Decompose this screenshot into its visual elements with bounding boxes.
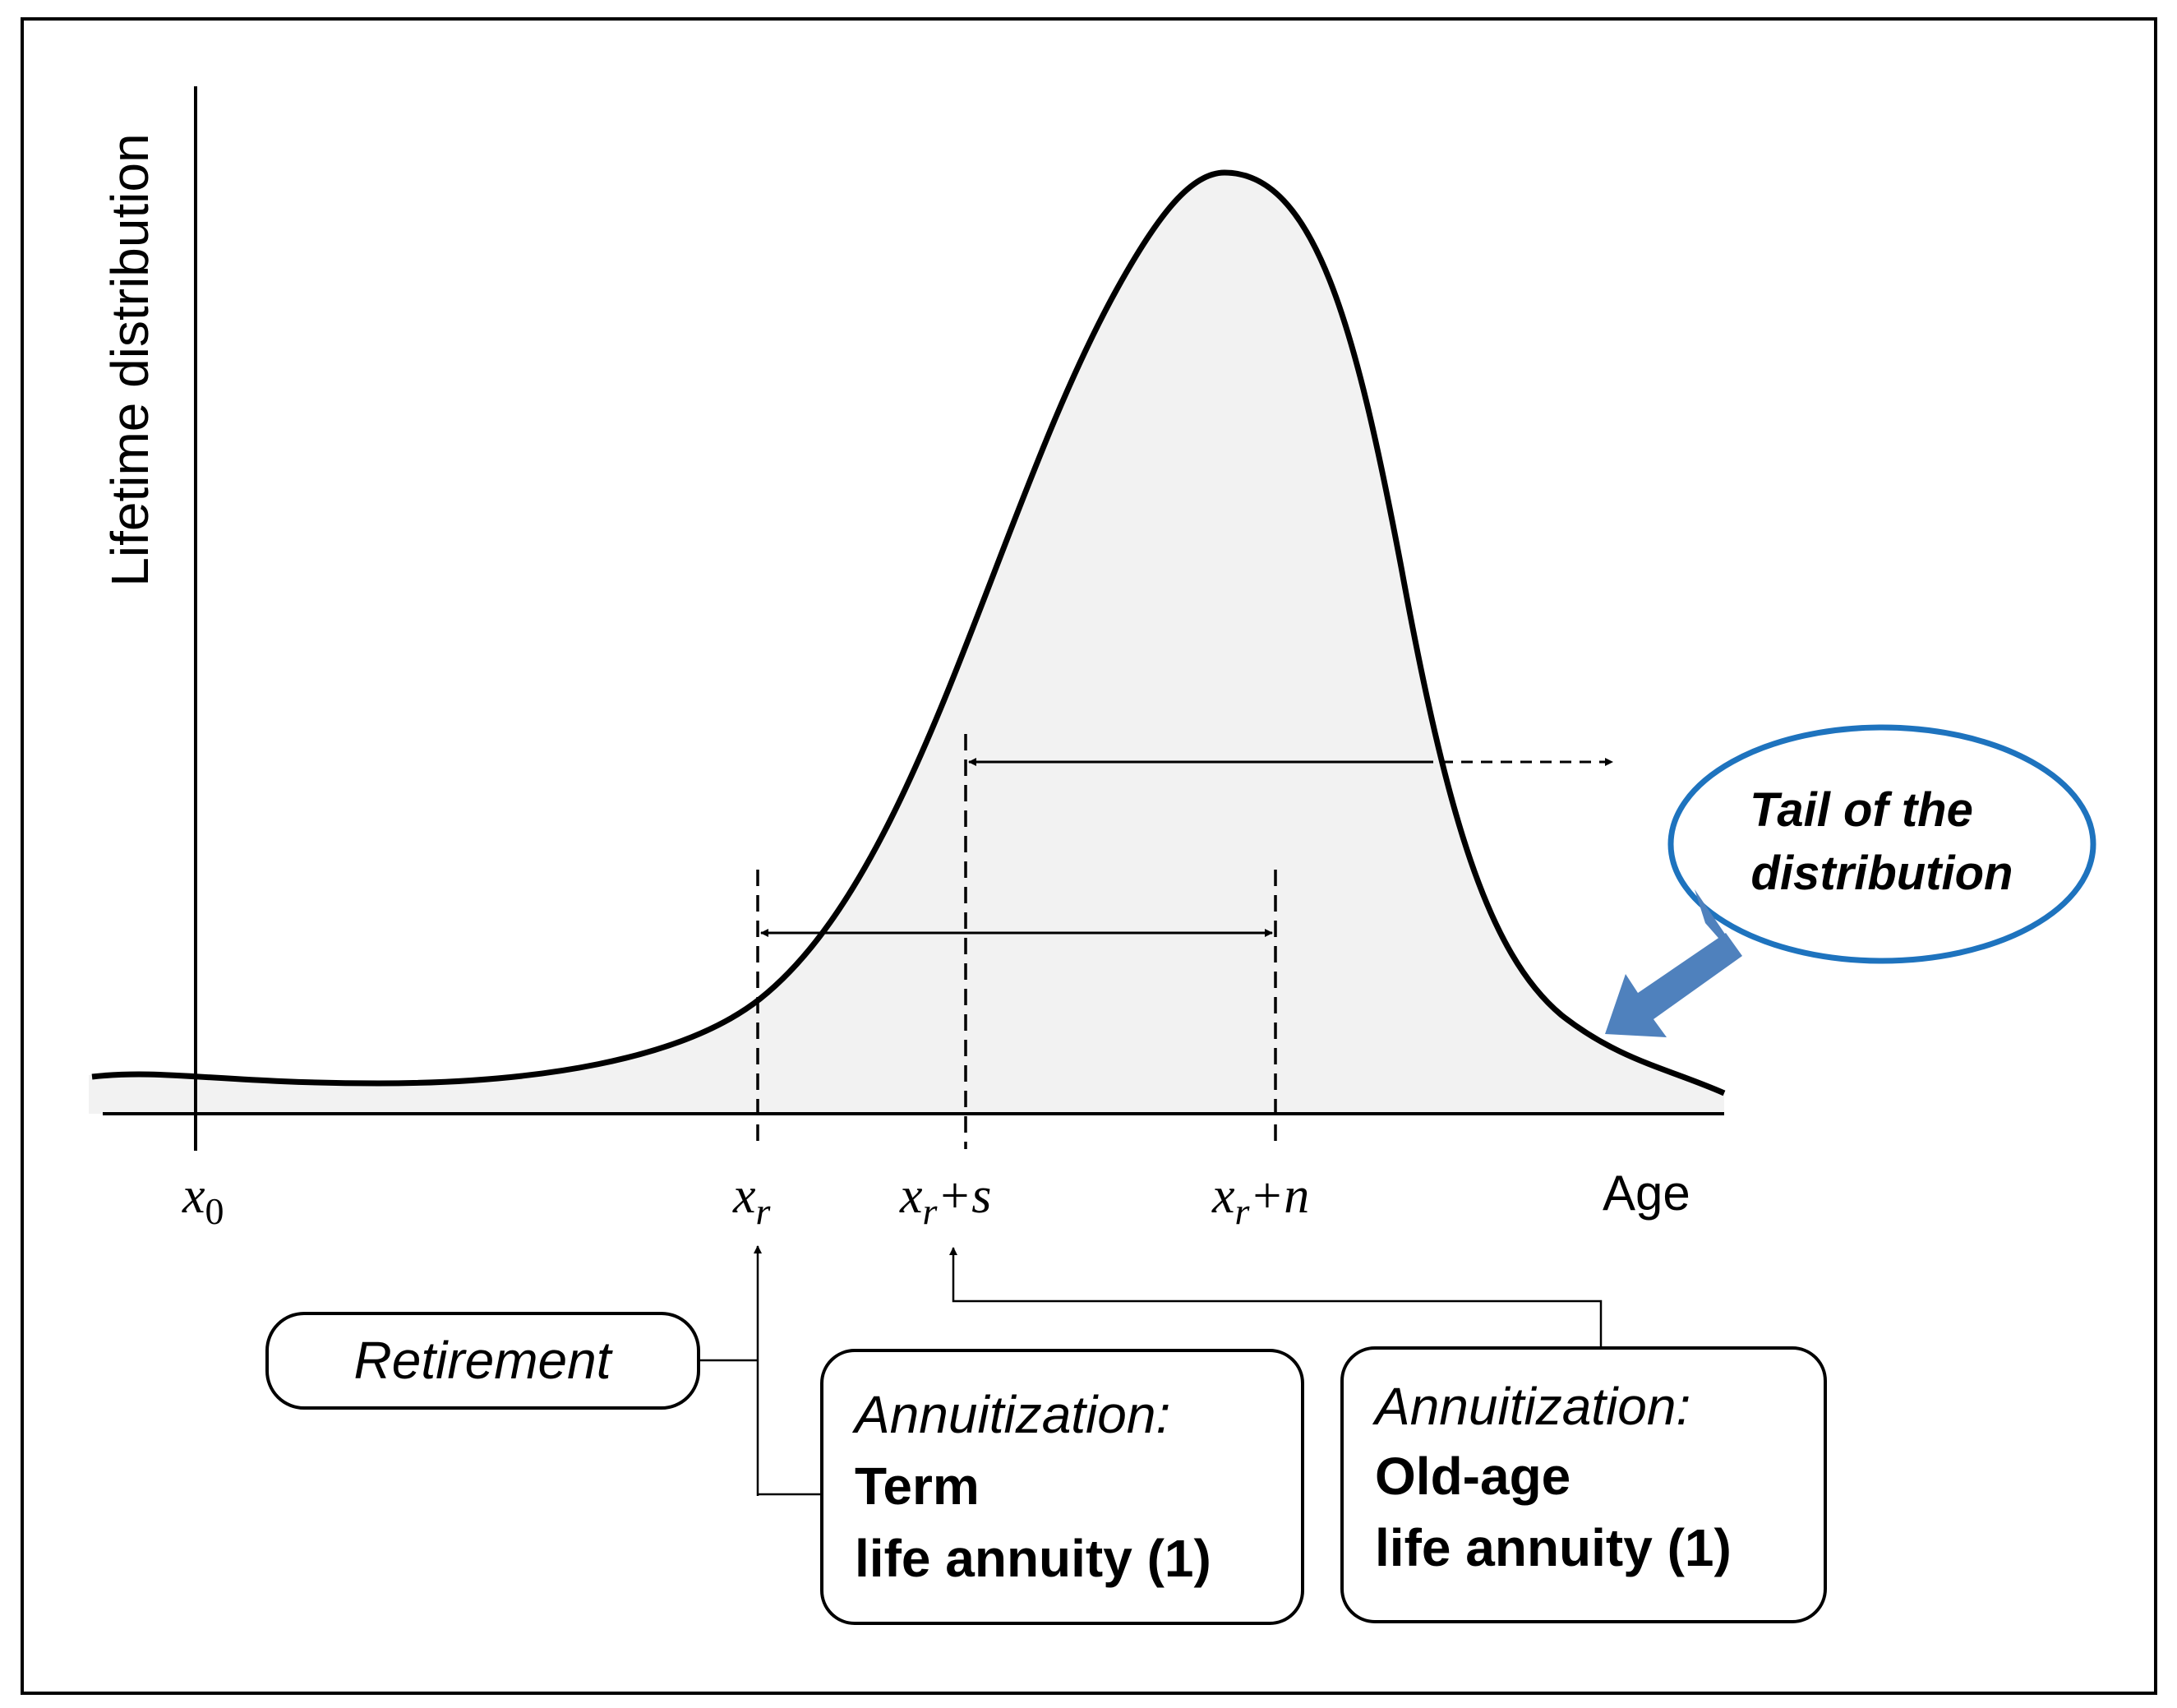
- retirement-label: Retirement: [354, 1331, 613, 1390]
- tail-pointer-arrow: [1695, 889, 1732, 944]
- tick-xr: xr: [732, 1168, 772, 1232]
- y-axis-label: Lifetime distribution: [100, 133, 159, 586]
- term-box-line2: Term: [855, 1456, 980, 1516]
- distribution-curve: [91, 169, 1726, 1096]
- tick-xr-s: xr+s: [899, 1168, 991, 1232]
- x-axis-label: Age: [1603, 1166, 1690, 1221]
- tail-arrow-shape: [1605, 933, 1742, 1037]
- tail-label-line1: Tail of the: [1750, 783, 1973, 837]
- distribution-area: [89, 173, 1724, 1114]
- tick-xr-n: xr+n: [1211, 1168, 1309, 1232]
- figure-frame: [21, 17, 2157, 1695]
- oldage-box-line2: Old-age: [1375, 1447, 1570, 1506]
- oldage-annuity-box: [1340, 1346, 1827, 1623]
- oldage-box-line3: life annuity (1): [1375, 1518, 1732, 1577]
- oldage-box-line1: Annuitization:: [1372, 1377, 1690, 1436]
- tail-callout-ellipse: [1667, 724, 2096, 964]
- retirement-box: [265, 1312, 700, 1410]
- tick-x0: x0: [182, 1168, 224, 1232]
- term-box-line1: Annuitization:: [851, 1385, 1170, 1444]
- tail-label-line2: distribution: [1751, 847, 2013, 900]
- term-box-line3: life annuity (1): [855, 1529, 1211, 1588]
- oldage-connector: [949, 1247, 1603, 1348]
- term-annuity-box: [820, 1349, 1304, 1625]
